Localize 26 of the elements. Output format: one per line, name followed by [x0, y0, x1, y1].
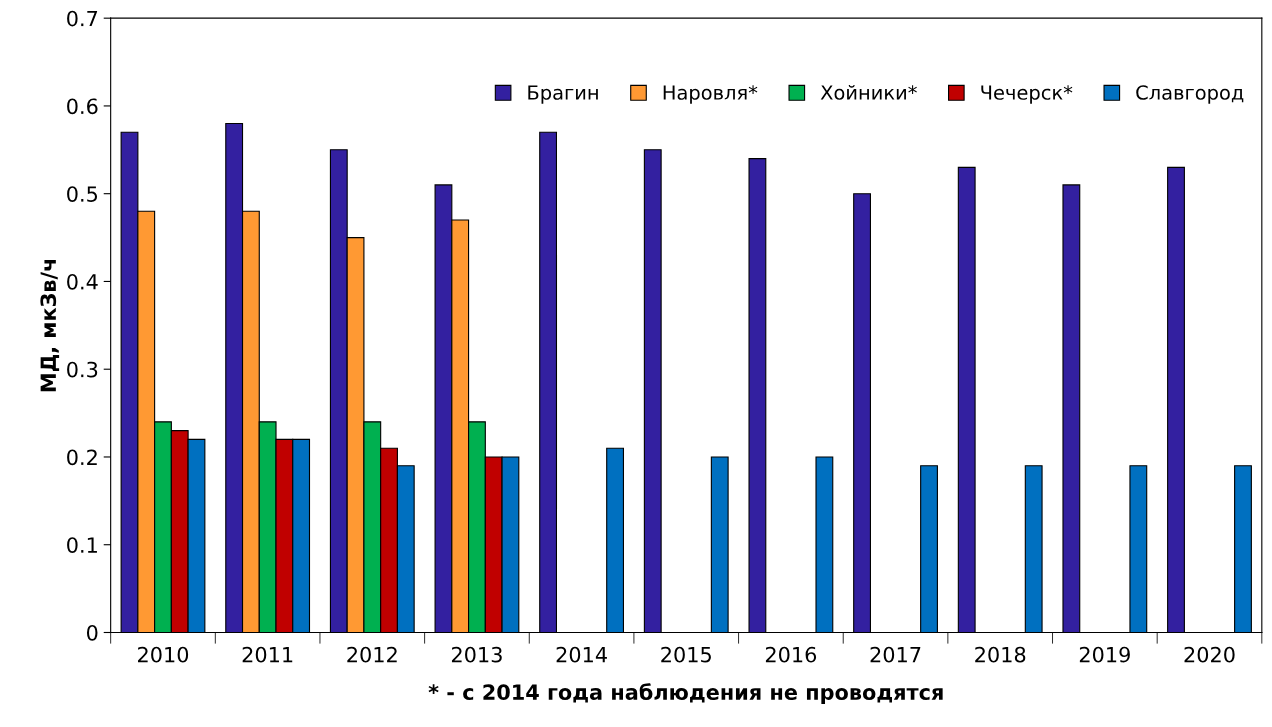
y-axis-title: МД, мкЗв/ч: [40, 259, 60, 392]
legend-label: Чечерск*: [981, 85, 1073, 104]
x-axis-title: * - с 2014 года наблюдения не проводятся: [428, 683, 943, 705]
x-tick-label: 2018: [975, 646, 1026, 663]
x-tick-label: 2010: [138, 646, 189, 663]
y-tick-label: 0: [86, 624, 98, 641]
y-tick-label: 0.1: [67, 537, 97, 553]
legend-label: Хойники*: [820, 84, 917, 100]
x-tick-label: 2013: [451, 646, 502, 663]
x-tick-label: 2012: [347, 646, 397, 663]
x-tick-label: 2017: [870, 646, 921, 663]
x-tick-label: 2015: [661, 646, 711, 663]
x-tick-label: 2020: [1184, 646, 1235, 663]
legend-label: Брагин: [528, 85, 598, 104]
x-tick-label: 2019: [1079, 646, 1130, 663]
y-tick-label: 0.6: [67, 98, 98, 115]
x-tick-label: 2016: [765, 646, 817, 663]
legend-label: Наровля*: [663, 85, 758, 104]
y-tick-label: 0.7: [67, 10, 98, 27]
x-tick-label: 2011: [242, 646, 293, 663]
y-tick-label: 0.2: [67, 449, 97, 466]
legend-label: Славгород: [1136, 85, 1244, 104]
y-tick-label: 0.3: [67, 361, 98, 378]
x-tick-label: 2014: [556, 646, 607, 663]
y-tick-label: 0.4: [67, 273, 98, 290]
y-tick-label: 0.5: [67, 186, 98, 202]
